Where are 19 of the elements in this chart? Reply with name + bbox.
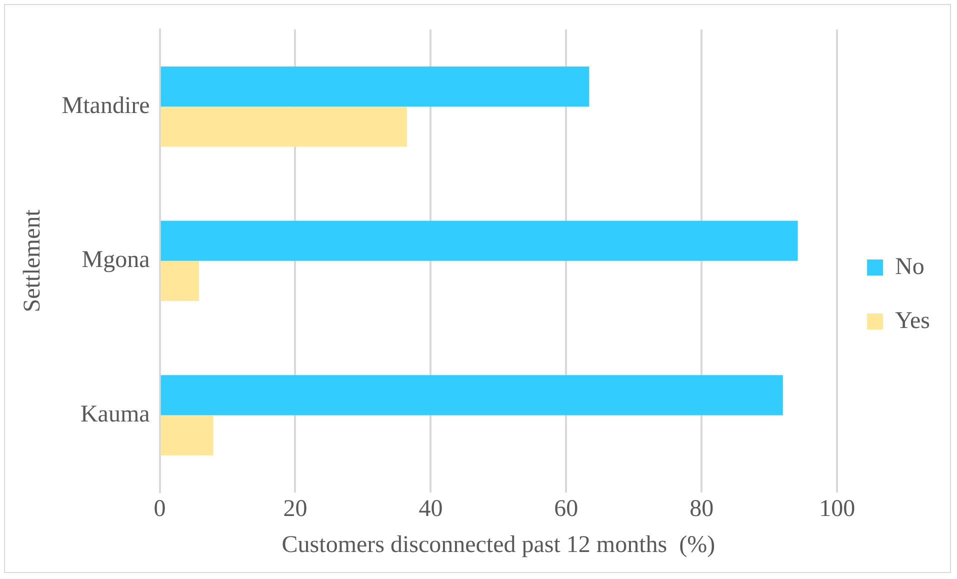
x-tick-label: 40	[418, 496, 443, 522]
bar	[160, 375, 783, 416]
y-axis-title: Settlement	[20, 209, 46, 312]
bar	[160, 415, 214, 456]
bar	[160, 260, 200, 302]
legend-label: No	[895, 254, 924, 280]
x-tick-label: 60	[554, 496, 578, 522]
bar	[160, 106, 407, 147]
y-tick-label: Mtandire	[62, 92, 150, 119]
legend-label: Yes	[895, 308, 930, 334]
y-tick-label: Kauma	[80, 402, 150, 428]
x-tick-label: 0	[154, 496, 166, 522]
bar	[160, 220, 798, 261]
x-tick-label: 100	[819, 496, 856, 522]
x-tick-label: 20	[283, 496, 308, 522]
y-tick-label: Mgona	[82, 247, 150, 274]
x-axis-title: Customers disconnected past 12 months (%)	[282, 532, 716, 558]
bar	[160, 66, 590, 107]
x-tick-label: 80	[690, 496, 714, 522]
